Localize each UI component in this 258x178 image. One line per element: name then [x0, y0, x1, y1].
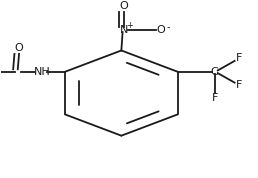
Text: NH: NH: [34, 67, 51, 77]
Text: N: N: [120, 25, 128, 35]
Text: O: O: [119, 1, 128, 11]
Text: F: F: [236, 80, 242, 90]
Text: O: O: [15, 43, 23, 53]
Text: F: F: [212, 93, 218, 103]
Text: -: -: [166, 23, 170, 33]
Text: F: F: [236, 53, 242, 63]
Text: O: O: [157, 25, 165, 35]
Text: +: +: [126, 21, 133, 30]
Text: C: C: [211, 67, 219, 77]
